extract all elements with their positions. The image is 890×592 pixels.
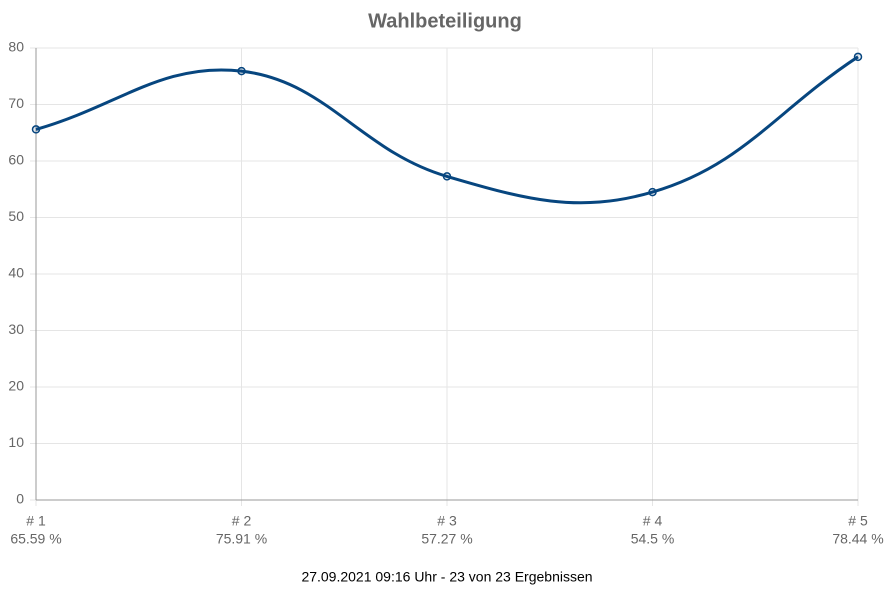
x-value-label: 75.91 % (216, 531, 267, 547)
y-tick-label: 20 (8, 378, 24, 394)
x-value-label: 57.27 % (421, 531, 472, 547)
y-tick-label: 0 (16, 491, 24, 507)
x-value-label: 54.5 % (631, 531, 675, 547)
x-tick-label: # 1 (26, 513, 46, 529)
y-tick-label: 10 (8, 434, 24, 450)
x-tick-label: # 5 (848, 513, 868, 529)
x-value-label: 65.59 % (10, 531, 61, 547)
x-tick-label: # 4 (643, 513, 663, 529)
y-tick-label: 50 (8, 208, 24, 224)
x-tick-label: # 3 (437, 513, 457, 529)
y-tick-label: 40 (8, 265, 24, 281)
chart-title: Wahlbeteiligung (368, 10, 522, 32)
point (648, 187, 657, 197)
x-tick-label: # 2 (232, 513, 252, 529)
point (853, 52, 863, 62)
x-value-label: 78.44 % (832, 531, 883, 547)
footer: 27.09.2021 09:16 Uhr - 23 von 23 Ergebni… (301, 569, 592, 585)
y-tick-label: 80 (8, 39, 24, 55)
point (442, 172, 452, 181)
y-tick-label: 60 (8, 152, 24, 168)
line (35, 55, 859, 205)
point (31, 125, 41, 134)
y-tick-label: 70 (8, 95, 24, 111)
y-tick-label: 30 (8, 321, 24, 337)
point (237, 66, 246, 76)
